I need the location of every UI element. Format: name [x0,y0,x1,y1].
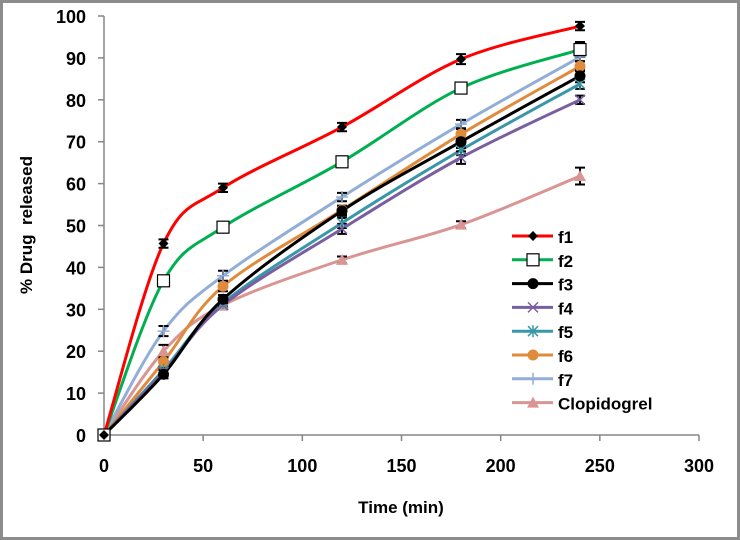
legend-item-f2: f2 [512,252,573,271]
x-tick-label: 150 [386,456,416,476]
legend-label: f1 [558,228,573,247]
data-point-f2 [335,155,349,169]
series-line-f4 [102,98,581,437]
series-line-f1 [102,24,581,436]
x-axis-title: Time (min) [358,498,444,517]
data-point-f1 [158,238,169,249]
legend-marker-f6 [527,349,539,361]
x-tick-label: 250 [585,456,615,476]
legend-label: f4 [558,299,574,318]
y-tick-label: 90 [66,49,86,69]
data-point-f2 [454,81,468,95]
data-point-clopidogrel [574,170,586,182]
data-point-f3 [336,205,348,217]
y-tick-label: 70 [66,133,86,153]
y-tick-label: 80 [66,91,86,111]
legend-label: f7 [558,371,573,390]
legend-item-f4: f4 [512,299,574,318]
data-point-clopidogrel [455,218,467,230]
legend: f1 f2 f3 f4 f5 f6 f7 Clopidogrel [512,228,652,414]
data-point-f1 [456,54,466,65]
series-line-f2 [102,48,581,436]
y-tick-label: 30 [66,300,86,320]
data-point-f3 [217,293,229,305]
data-point-f6 [455,128,467,140]
data-point-f3 [455,136,467,148]
legend-item-clopidogrel: Clopidogrel [512,395,652,414]
legend-item-f1: f1 [512,228,573,247]
legend-marker-f1 [528,231,538,241]
y-tick-label: 20 [66,342,86,362]
legend-marker-f7 [527,372,539,385]
data-point-clopidogrel [157,345,170,357]
series-line-f7 [102,55,581,436]
data-point-f3 [574,70,586,82]
data-point-f2 [216,220,230,234]
series-line-clopidogrel [102,174,581,436]
legend-marker-f2 [526,253,540,267]
data-point-f6 [574,60,586,72]
y-tick-label: 100 [56,7,86,27]
legend-item-f7: f7 [512,371,573,390]
x-tick-label: 50 [193,456,213,476]
data-point-f1 [99,430,109,440]
y-ticks: 0 10 20 30 40 50 60 70 80 90 100 [56,7,104,446]
y-tick-label: 40 [66,258,86,278]
data-point-f7 [157,325,170,338]
y-axis-title: % Drug released [17,156,36,294]
data-point-f4 [574,94,586,106]
data-point-f1 [337,122,347,133]
legend-label: f5 [558,323,573,342]
data-point-f6 [217,280,229,292]
data-point-f4 [455,152,467,164]
x-tick-label: 300 [684,456,714,476]
x-tick-label: 0 [99,456,109,476]
y-tick-label: 50 [66,217,86,237]
axes [103,16,699,436]
data-point-f2 [156,274,171,288]
legend-marker-clopidogrel [527,396,539,408]
data-point-f7 [336,191,348,204]
data-point-clopidogrel [336,253,348,265]
data-point-f3 [158,368,169,380]
data-point-f7 [455,118,467,131]
y-tick-label: 0 [76,426,86,446]
legend-label: f6 [558,347,573,366]
y-tick-label: 10 [66,384,86,404]
legend-label: f2 [558,252,573,271]
x-tick-label: 200 [486,456,516,476]
series-markers [97,21,587,442]
x-ticks: 0 50 100 150 200 250 300 [99,435,714,476]
legend-marker-f5 [527,325,539,338]
data-point-f6 [158,356,169,368]
x-tick-label: 100 [287,456,317,476]
data-point-f1 [218,182,228,193]
legend-item-f5: f5 [512,323,573,342]
data-point-f2 [573,42,587,57]
legend-item-f3: f3 [512,276,573,295]
legend-marker-f3 [527,278,539,290]
data-point-f1 [575,21,585,32]
y-tick-label: 60 [66,175,86,195]
legend-item-f6: f6 [512,347,573,366]
data-point-f7 [217,269,229,282]
legend-label: Clopidogrel [558,395,652,414]
data-point-f4 [336,223,348,235]
legend-marker-f4 [527,301,539,313]
legend-label: f3 [558,276,573,295]
